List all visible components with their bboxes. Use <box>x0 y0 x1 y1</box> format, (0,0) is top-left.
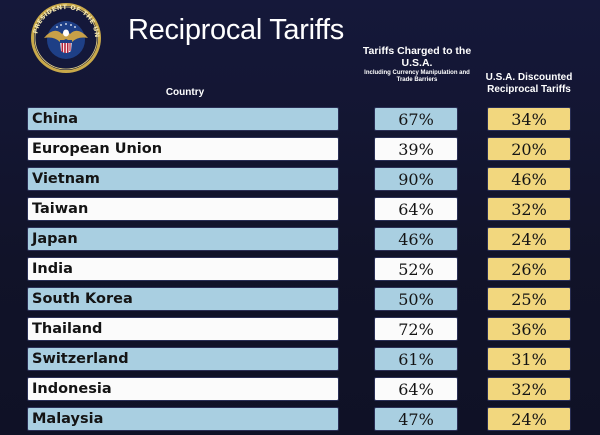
discounted-tariff-cell: 31% <box>487 347 571 371</box>
country-cell: Japan <box>27 227 339 251</box>
country-cell: Indonesia <box>27 377 339 401</box>
tariff-charged-cell: 46% <box>374 227 458 251</box>
country-cell: European Union <box>27 137 339 161</box>
table-row: Indonesia 64% 32% <box>0 377 600 401</box>
presidential-seal-icon: SEAL OF THE PRESIDENT OF THE UNITED STAT… <box>26 2 101 73</box>
country-cell: Taiwan <box>27 197 339 221</box>
discounted-tariff-cell: 32% <box>487 197 571 221</box>
tariff-charged-cell: 61% <box>374 347 458 371</box>
country-cell: Malaysia <box>27 407 339 431</box>
discounted-tariff-cell: 25% <box>487 287 571 311</box>
table-row: South Korea 50% 25% <box>0 287 600 311</box>
country-cell: Thailand <box>27 317 339 341</box>
tariff-charged-cell: 72% <box>374 317 458 341</box>
table-row: Malaysia 47% 24% <box>0 407 600 431</box>
discounted-tariff-cell: 32% <box>487 377 571 401</box>
table-row: Switzerland 61% 31% <box>0 347 600 371</box>
country-cell: Vietnam <box>27 167 339 191</box>
column-header-tariffs-charged: Tariffs Charged to the U.S.A. Including … <box>362 45 472 83</box>
discounted-tariff-cell: 24% <box>487 227 571 251</box>
discounted-tariff-cell: 36% <box>487 317 571 341</box>
country-cell: Switzerland <box>27 347 339 371</box>
table-row: Japan 46% 24% <box>0 227 600 251</box>
discounted-tariff-cell: 46% <box>487 167 571 191</box>
column-header-country: Country <box>165 87 205 98</box>
discounted-tariff-cell: 24% <box>487 407 571 431</box>
table-row: Vietnam 90% 46% <box>0 167 600 191</box>
tariff-charged-cell: 64% <box>374 377 458 401</box>
discounted-tariff-cell: 34% <box>487 107 571 131</box>
country-cell: China <box>27 107 339 131</box>
tariff-charged-cell: 39% <box>374 137 458 161</box>
table-row: European Union 39% 20% <box>0 137 600 161</box>
tariff-charged-cell: 90% <box>374 167 458 191</box>
table-row: India 52% 26% <box>0 257 600 281</box>
table-row: Taiwan 64% 32% <box>0 197 600 221</box>
page-title: Reciprocal Tariffs <box>128 14 344 46</box>
column-header-discounted-tariffs: U.S.A. Discounted Reciprocal Tariffs <box>485 72 573 95</box>
table-row: China 67% 34% <box>0 107 600 131</box>
table-row: Thailand 72% 36% <box>0 317 600 341</box>
tariff-charged-cell: 52% <box>374 257 458 281</box>
tariff-charged-cell: 47% <box>374 407 458 431</box>
column-header-tariffs-charged-title: Tariffs Charged to the U.S.A. <box>362 45 472 69</box>
discounted-tariff-cell: 26% <box>487 257 571 281</box>
tariff-charged-cell: 64% <box>374 197 458 221</box>
discounted-tariff-cell: 20% <box>487 137 571 161</box>
column-header-tariffs-charged-subtitle: Including Currency Manipulation and Trad… <box>364 70 470 83</box>
country-cell: India <box>27 257 339 281</box>
tariff-charged-cell: 50% <box>374 287 458 311</box>
tariff-charged-cell: 67% <box>374 107 458 131</box>
country-cell: South Korea <box>27 287 339 311</box>
